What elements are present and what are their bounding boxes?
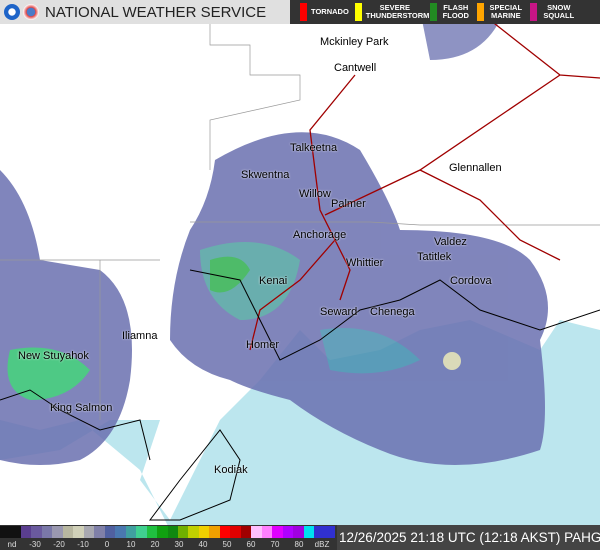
city-label: Valdez xyxy=(434,236,467,248)
city-label: Talkeetna xyxy=(290,142,338,154)
city-label: King Salmon xyxy=(50,402,113,414)
scale-swatch xyxy=(272,526,283,538)
city-label: Glennallen xyxy=(449,162,502,174)
scale-swatch xyxy=(94,526,105,538)
warning-label: SPECIAL MARINE xyxy=(489,3,523,20)
scale-swatch xyxy=(293,526,304,538)
scale-label: -20 xyxy=(53,540,65,549)
city-label: Anchorage xyxy=(293,229,347,241)
city-label: Palmer xyxy=(331,198,366,210)
scale-swatch xyxy=(157,526,168,538)
scale-swatch xyxy=(314,526,325,538)
city-label: Willow xyxy=(299,188,331,200)
nws-logo-icon xyxy=(23,4,39,20)
scale-swatch xyxy=(83,526,95,538)
scale-swatch xyxy=(177,526,189,538)
scale-swatch xyxy=(240,526,252,538)
city-label: Kenai xyxy=(259,275,288,287)
scale-swatch xyxy=(20,526,32,538)
dbz-color-scale: nd -30 -20 -10 0 10 20 30 40 50 60 70 80 dBZ xyxy=(0,525,337,550)
timestamp: 12/26/2025 21:18 UTC (12:18 AKST) PAHG xyxy=(337,525,600,550)
scale-swatch xyxy=(10,526,21,538)
scale-swatch xyxy=(303,526,315,538)
radar-echoes xyxy=(0,6,548,465)
scale-label: 20 xyxy=(150,540,160,549)
scale-swatch xyxy=(125,526,137,538)
warning-label: SEVERE THUNDERSTORM xyxy=(365,3,430,20)
scale-swatch xyxy=(136,526,147,538)
scale-label: 10 xyxy=(126,540,136,549)
city-label: Cordova xyxy=(450,275,492,287)
scale-swatch xyxy=(52,526,63,538)
scale-swatch xyxy=(73,526,84,538)
scale-label: 0 xyxy=(104,540,110,549)
scale-swatch xyxy=(209,526,220,538)
city-label: Tatitlek xyxy=(417,251,452,263)
scale-label: 80 xyxy=(294,540,304,549)
scale-swatch xyxy=(261,526,273,538)
city-label: Mckinley Park xyxy=(320,36,389,48)
scale-swatch xyxy=(198,526,210,538)
city-label: Kodiak xyxy=(214,464,248,476)
city-label: Homer xyxy=(246,339,280,351)
scale-label: 30 xyxy=(174,540,184,549)
warning-label: SNOW SQUALL xyxy=(543,3,575,20)
city-label: Whittier xyxy=(346,257,384,269)
warning-snow-squall: SNOW SQUALL xyxy=(529,3,577,21)
warning-label: FLASH FLOOD xyxy=(442,3,469,20)
city-label: Iliamna xyxy=(122,330,158,342)
header: NATIONAL WEATHER SERVICE TORNADO SEVERE … xyxy=(0,0,600,24)
scale-swatch xyxy=(324,526,335,538)
warning-flash-flood: FLASH FLOOD xyxy=(429,3,471,21)
scale-swatch xyxy=(62,526,74,538)
warning-special-marine: SPECIAL MARINE xyxy=(476,3,524,21)
warning-severe-thunderstorm: SEVERE THUNDERSTORM xyxy=(354,3,430,21)
site-title: NATIONAL WEATHER SERVICE xyxy=(45,3,267,21)
scale-swatch xyxy=(31,526,42,538)
scale-swatch xyxy=(104,526,116,538)
city-label: Skwentna xyxy=(241,169,290,181)
scale-swatch xyxy=(115,526,126,538)
scale-swatch xyxy=(188,526,199,538)
scale-swatch xyxy=(251,526,262,538)
scale-label: -10 xyxy=(77,540,89,549)
scale-label: nd xyxy=(7,540,17,549)
city-label: Cantwell xyxy=(334,62,377,74)
scale-label: 50 xyxy=(222,540,232,549)
scale-swatch xyxy=(282,526,294,538)
scale-label: dBZ xyxy=(314,540,330,549)
scale-swatch xyxy=(146,526,158,538)
scale-swatch xyxy=(219,526,231,538)
scale-label: -30 xyxy=(29,540,41,549)
scale-swatch xyxy=(167,526,178,538)
scale-label: 70 xyxy=(270,540,280,549)
scale-label: 40 xyxy=(198,540,208,549)
scale-swatch xyxy=(0,526,11,538)
city-label: Seward xyxy=(320,306,358,318)
warning-label: TORNADO xyxy=(311,7,349,16)
scale-label: 60 xyxy=(246,540,256,549)
warning-tornado: TORNADO xyxy=(300,3,349,21)
city-label: Chenega xyxy=(370,306,415,318)
scale-swatch xyxy=(41,526,53,538)
nws-brand[interactable]: NATIONAL WEATHER SERVICE xyxy=(0,0,290,24)
scale-swatch xyxy=(230,526,241,538)
warning-legend: TORNADO SEVERE THUNDERSTORM FLASH FLOOD … xyxy=(290,0,600,24)
city-label: New Stuyahok xyxy=(18,350,89,362)
noaa-logo-icon xyxy=(4,4,20,20)
